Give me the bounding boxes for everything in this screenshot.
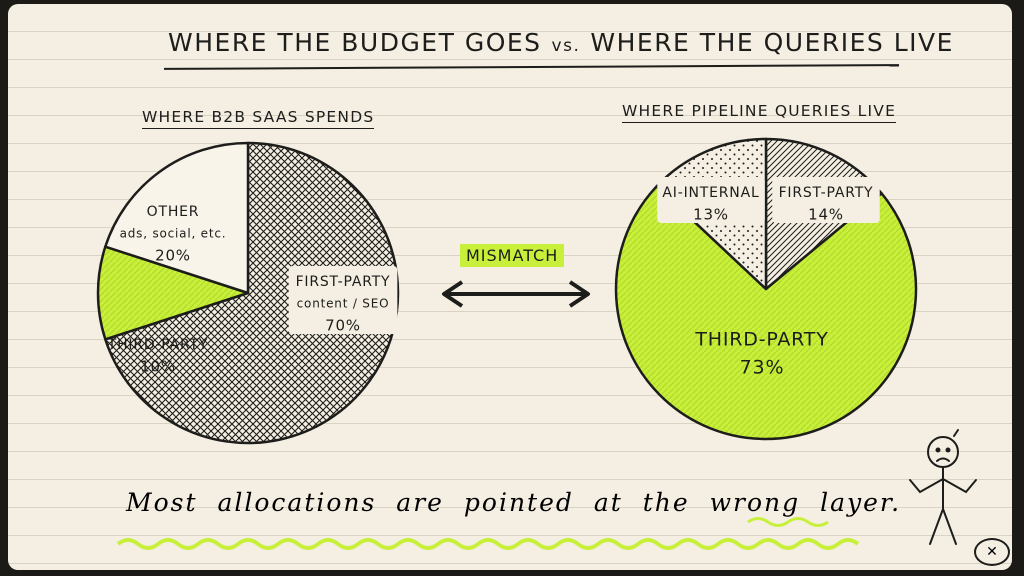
pie1-slice-first-party: [104, 141, 400, 445]
label-background: [288, 266, 398, 334]
title-vs: vs.: [551, 36, 581, 56]
shrugging-stick-figure: [909, 429, 977, 545]
close-icon: ✕: [986, 544, 998, 560]
slice-sublabel: content / SEO: [297, 297, 390, 311]
slice-value: 10%: [140, 358, 176, 376]
slice-label: AI-INTERNAL: [662, 185, 759, 201]
slice-value: 14%: [808, 206, 844, 224]
mismatch-arrow: [442, 280, 590, 308]
footer-squiggle: [116, 538, 860, 550]
slice-value: 70%: [325, 317, 361, 335]
slice-label: OTHER: [147, 204, 200, 220]
pie-charts: FIRST-PARTY content / SEO 70% THIRD-PARTY 10…: [96, 137, 977, 550]
label-background: [772, 177, 880, 223]
slice-sublabel: ads, social, etc.: [120, 227, 227, 241]
pie1-label-third-party: THIRD-PARTY 10%: [107, 337, 209, 376]
footer-squiggle-small: [747, 517, 829, 527]
pie1-slice-third-party: [96, 245, 250, 341]
pie2-label-third-party: THIRD-PARTY 73%: [694, 329, 828, 379]
slice-value: 73%: [740, 357, 785, 379]
slice-label: THIRD-PARTY: [107, 337, 209, 353]
slice-label: FIRST-PARTY: [779, 185, 874, 201]
right-chart-title: WHERE PIPELINE QUERIES LIVE: [622, 102, 897, 123]
notebook-page: WHERE THE BUDGET GOES vs. WHERE THE QUER…: [8, 4, 1012, 570]
page-title: WHERE THE BUDGET GOES vs. WHERE THE QUER…: [168, 28, 954, 57]
slice-value: 20%: [155, 247, 191, 265]
mismatch-label: MISMATCH: [460, 244, 565, 267]
slice-label: THIRD-PARTY: [694, 329, 828, 351]
pie1-label-first-party: FIRST-PARTY content / SEO 70%: [288, 266, 398, 335]
pie2-slice-third-party: [614, 185, 918, 441]
slice-value: 13%: [693, 206, 729, 224]
left-chart-title: WHERE B2B SAAS SPENDS: [142, 108, 375, 129]
slice-label: FIRST-PARTY: [296, 274, 391, 290]
label-background: [657, 177, 765, 223]
pie1-label-other: OTHER ads, social, etc. 20%: [120, 204, 227, 265]
close-button[interactable]: ✕: [974, 538, 1010, 566]
pie2-label-ai-internal: AI-INTERNAL 13%: [657, 177, 765, 224]
title-tail: WHERE THE QUERIES LIVE: [590, 28, 954, 57]
pie1-slice-other: [104, 141, 250, 295]
pie2-label-first-party: FIRST-PARTY 14%: [772, 177, 880, 224]
title-main: WHERE THE BUDGET GOES: [168, 28, 542, 57]
footer-caption: Most allocations are pointed at the wron…: [126, 488, 902, 517]
